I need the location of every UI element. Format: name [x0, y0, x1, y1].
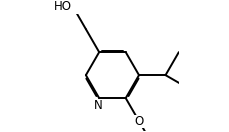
Text: HO: HO: [53, 0, 71, 13]
Text: O: O: [134, 115, 143, 128]
Text: N: N: [94, 99, 103, 112]
